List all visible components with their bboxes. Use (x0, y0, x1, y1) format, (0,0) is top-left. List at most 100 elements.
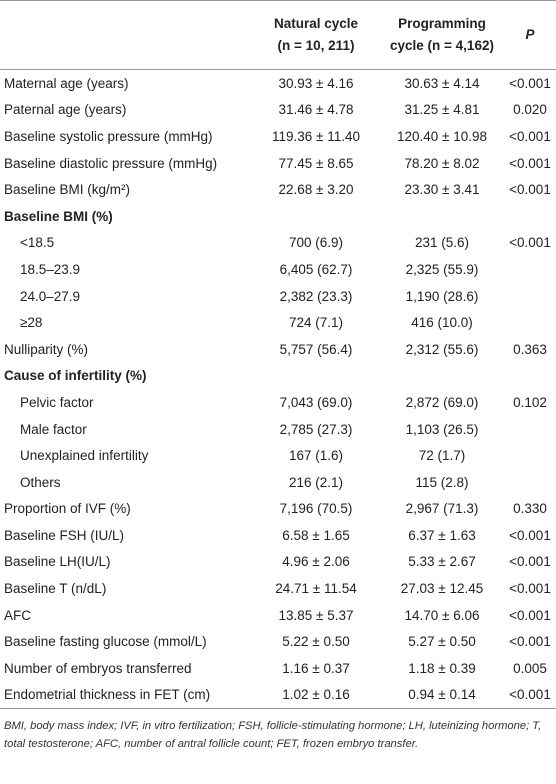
cell: <0.001 (504, 681, 556, 710)
row-label: 18.5–23.9 (20, 261, 81, 277)
row-label: Endometrial thickness in FET (cm) (0, 681, 252, 710)
table-body: Maternal age (years) 30.93 ± 4.16 30.63 ± … (0, 70, 556, 710)
row-label: Maternal age (years) (4, 75, 129, 91)
cell: 120.40 ± 10.98 (397, 128, 487, 144)
cell: 77.45 ± 8.65 (278, 155, 354, 171)
table-row: Proportion of IVF (%) 7,196 (70.5) 2,967 (… (0, 496, 556, 523)
cell: 30.63 ± 4.14 (404, 75, 480, 91)
cell: 6,405 (62.7) (279, 261, 353, 277)
table-row: ≥28 724 (7.1) 416 (10.0) (0, 309, 556, 336)
table-row: Baseline LH(IU/L) 4.96 ± 2.06 5.33 ± 2.67 <… (0, 549, 556, 576)
cell: 0.020 (513, 102, 547, 118)
row-label: <18.5 (20, 235, 55, 251)
row-label: 24.0–27.9 (20, 288, 81, 304)
cell: <0.001 (509, 554, 551, 570)
cell: 115 (2.8) (415, 474, 469, 490)
header-text: Natural cycle (273, 16, 359, 31)
table-row: Paternal age (years) 31.46 ± 4.78 31.25 ± … (0, 97, 556, 124)
row-label: Baseline systolic pressure (mmHg) (4, 128, 213, 144)
section-heading: Baseline BMI (%) (4, 208, 113, 224)
cell: 5.27 ± 0.50 (408, 634, 476, 650)
row-label: Baseline diastolic pressure (mmHg) (4, 155, 218, 171)
cell: 1.18 ± 0.39 (408, 660, 476, 676)
cell: 2,312 (55.6) (405, 341, 479, 357)
cell: 2,872 (69.0) (405, 394, 479, 410)
cell: 0.363 (513, 341, 547, 357)
table-row: Male factor 2,785 (27.3) 1,103 (26.5) (0, 416, 556, 443)
row-label: ≥28 (20, 315, 43, 331)
footnote: BMI, body mass index; IVF, in vitro fert… (4, 720, 542, 751)
cell: 4.96 ± 2.06 (282, 554, 350, 570)
header-text: (n = 10, 211) (277, 38, 355, 53)
empty-cell (504, 256, 556, 283)
cell: 1,190 (28.6) (405, 288, 479, 304)
cell: 31.25 ± 4.81 (404, 102, 480, 118)
cell: 7,043 (69.0) (279, 394, 353, 410)
cell: <0.001 (509, 634, 551, 650)
table-row: Baseline diastolic pressure (mmHg) 77.45 … (0, 150, 556, 177)
data-table: Natural cycle (n = 10, 211) Programming cyc… (0, 0, 556, 710)
table-row: Baseline BMI (kg/m²) 22.68 ± 3.20 23.30 ± … (0, 176, 556, 203)
section-heading: Cause of infertility (%) (4, 368, 147, 384)
cell: 724 (7.1) (288, 315, 344, 331)
header-cell (0, 0, 252, 70)
table-row: Baseline T (n/dL) 24.71 ± 11.54 27.03 ± 12… (0, 575, 556, 602)
header-row: Natural cycle (n = 10, 211) Programming cyc… (0, 0, 556, 70)
cell: 30.93 ± 4.16 (278, 75, 354, 91)
header-cell: Programming cycle (n = 4,162) (380, 0, 504, 70)
table-row: Pelvic factor 7,043 (69.0) 2,872 (69.0) 0.1… (0, 389, 556, 416)
cell: 2,967 (71.3) (405, 501, 479, 517)
cell: <0.001 (509, 607, 551, 623)
row-label: Baseline fasting glucose (mmol/L) (4, 634, 207, 650)
cell: 5.33 ± 2.67 (408, 554, 476, 570)
table-row: <18.5 700 (6.9) 231 (5.6) <0.001 (0, 230, 556, 257)
row-label: AFC (4, 607, 31, 623)
cell: 6.58 ± 1.65 (282, 527, 350, 543)
cell: 23.30 ± 3.41 (404, 182, 480, 198)
table-row: Baseline fasting glucose (mmol/L) 5.22 ± … (0, 628, 556, 655)
cell: 1.02 ± 0.16 (252, 681, 380, 710)
row-label: Number of embryos transferred (4, 660, 192, 676)
cell: 31.46 ± 4.78 (278, 102, 354, 118)
row-label: Baseline T (n/dL) (4, 581, 107, 597)
cell: <0.001 (509, 527, 551, 543)
cell: 167 (1.6) (288, 448, 344, 464)
cell: 5.22 ± 0.50 (282, 634, 350, 650)
cell: 216 (2.1) (288, 474, 344, 490)
cell: 22.68 ± 3.20 (278, 182, 354, 198)
cell: <0.001 (509, 75, 551, 91)
table-row: Unexplained infertility 167 (1.6) 72 (1.7) (0, 442, 556, 469)
cell: 0.330 (513, 501, 547, 517)
row-label: Unexplained infertility (20, 448, 149, 464)
row-label: Baseline BMI (kg/m²) (4, 182, 131, 198)
table-row: Number of embryos transferred 1.16 ± 0.37… (0, 655, 556, 682)
empty-cell (504, 416, 556, 443)
table-row: Nulliparity (%) 5,757 (56.4) 2,312 (55.6) 0… (0, 336, 556, 363)
cell: 27.03 ± 12.45 (400, 581, 484, 597)
cell: 5,757 (56.4) (279, 341, 353, 357)
table-row: Baseline FSH (IU/L) 6.58 ± 1.65 6.37 ± 1.6… (0, 522, 556, 549)
cell: 1.16 ± 0.37 (282, 660, 350, 676)
table-row: Baseline BMI (%) (0, 203, 556, 230)
header-cell: Natural cycle (n = 10, 211) (252, 0, 380, 70)
table-row: AFC 13.85 ± 5.37 14.70 ± 6.06 <0.001 (0, 602, 556, 629)
table-row: Others 216 (2.1) 115 (2.8) (0, 469, 556, 496)
cell: 119.36 ± 11.40 (272, 128, 360, 144)
cell: <0.001 (509, 235, 551, 251)
cell: 0.005 (513, 660, 547, 676)
table-row: Cause of infertility (%) (0, 363, 556, 390)
cell: <0.001 (509, 581, 551, 597)
row-label: Baseline FSH (IU/L) (4, 527, 125, 543)
header-cell: P (504, 0, 556, 70)
row-label: Nulliparity (%) (4, 341, 89, 357)
table-row: 24.0–27.9 2,382 (23.3) 1,190 (28.6) (0, 283, 556, 310)
row-label: Baseline LH(IU/L) (4, 554, 111, 570)
cell: 78.20 ± 8.02 (404, 155, 480, 171)
cell: 0.94 ± 0.14 (380, 681, 504, 710)
empty-cell (504, 469, 556, 496)
table-row: Endometrial thickness in FET (cm) 1.02 ± … (0, 681, 556, 710)
cell: <0.001 (509, 128, 551, 144)
cell: 0.102 (513, 394, 547, 410)
row-label: Paternal age (years) (4, 102, 127, 118)
